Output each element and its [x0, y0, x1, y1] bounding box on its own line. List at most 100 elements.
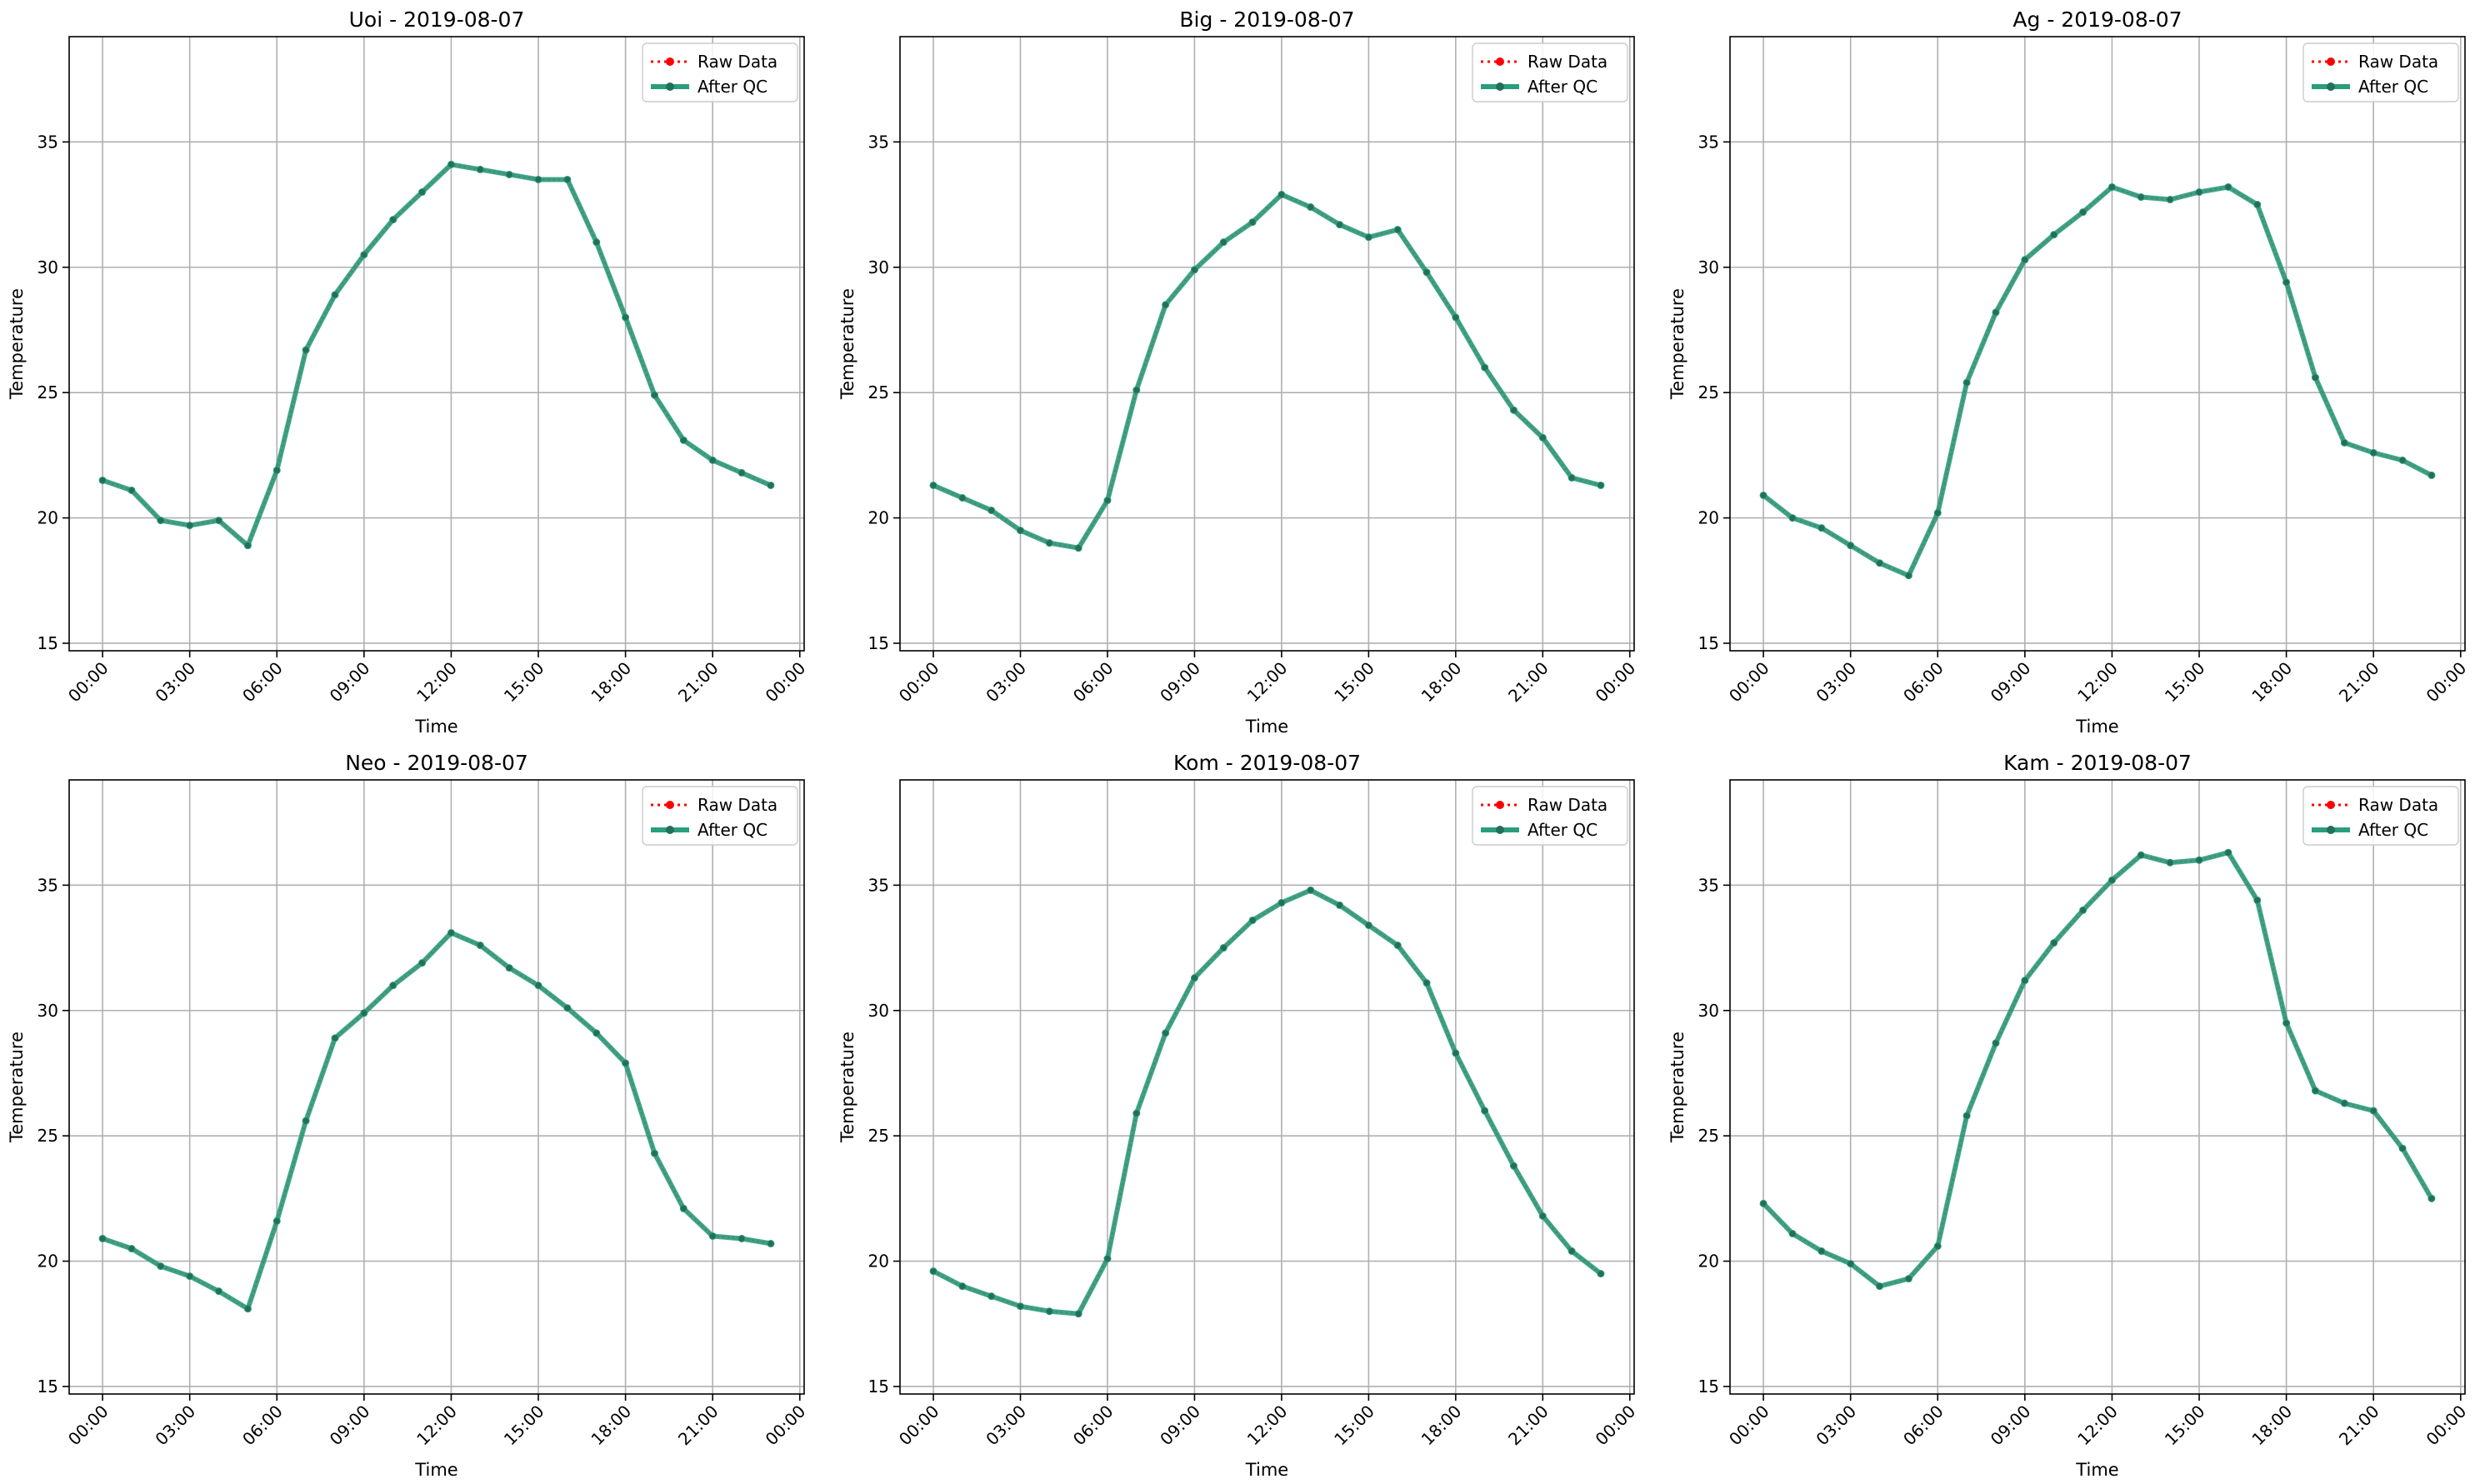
after-qc-marker: [2108, 877, 2115, 883]
after-qc-marker: [1818, 525, 1825, 532]
x-tick-label: 09:00: [1156, 658, 1204, 707]
after-qc-marker: [390, 217, 397, 223]
after-qc-marker: [1992, 1040, 1999, 1047]
subplot-title: Ag - 2019-08-07: [2012, 7, 2182, 32]
y-tick-label: 35: [868, 875, 889, 895]
after-qc-marker: [506, 171, 512, 177]
y-tick-label: 25: [1698, 1126, 1719, 1146]
series-after-qc-line: [932, 192, 1602, 551]
after-qc-marker: [2167, 197, 2173, 203]
after-qc-marker: [1934, 1243, 1941, 1250]
y-tick-label: 25: [1698, 382, 1719, 402]
y-tick-label: 20: [38, 1252, 58, 1272]
after-qc-marker: [622, 314, 629, 321]
after-qc-marker: [1963, 379, 1970, 386]
x-tick-label: 06:00: [238, 658, 287, 707]
legend: Raw Data After QC: [2302, 42, 2459, 102]
x-tick-label: 09:00: [1156, 1402, 1204, 1450]
after-qc-marker: [2167, 859, 2173, 866]
after-qc-marker: [244, 542, 251, 549]
x-tick-label: 18:00: [1418, 1402, 1466, 1450]
after-qc-marker: [1162, 302, 1169, 308]
after-qc-marker: [2138, 194, 2144, 201]
after-qc-marker: [593, 1030, 600, 1037]
after-qc-marker: [2283, 279, 2290, 286]
legend: Raw Data After QC: [1472, 42, 1628, 102]
after-qc-marker: [273, 467, 280, 473]
legend: Raw Data After QC: [642, 786, 798, 846]
after-qc-marker: [2225, 849, 2232, 856]
x-axis-label: Time: [414, 1460, 458, 1480]
x-tick-label: 00:00: [1592, 1402, 1640, 1450]
after-qc-marker: [768, 482, 774, 488]
y-tick-label: 35: [38, 132, 58, 152]
x-tick-label: 00:00: [2422, 1402, 2471, 1450]
x-tick-label: 00:00: [895, 658, 943, 707]
after-qc-marker: [1365, 922, 1372, 928]
after-qc-marker: [128, 487, 135, 493]
after-qc-marker: [1249, 917, 1256, 923]
x-tick-label: 03:00: [151, 1402, 199, 1450]
x-tick-label: 12:00: [2073, 658, 2122, 707]
y-tick-label: 15: [1698, 1377, 1719, 1397]
after-qc-marker: [1452, 314, 1459, 321]
y-tick-label: 35: [1698, 875, 1719, 895]
after-qc-marker: [1568, 1248, 1575, 1255]
after-qc-marker: [1191, 975, 1198, 982]
after-qc-marker: [930, 1268, 937, 1275]
after-qc-marker: [1308, 204, 1314, 211]
x-tick-label: 00:00: [1725, 1402, 1773, 1450]
series-raw-data-line: [102, 163, 772, 547]
after-qc-marker: [1337, 902, 1343, 908]
after-qc-marker: [2080, 907, 2087, 913]
after-qc-marker: [361, 1010, 368, 1017]
x-tick-label: 18:00: [2248, 658, 2296, 707]
after-qc-marker: [1877, 1283, 1883, 1290]
series-raw-data-line: [102, 932, 772, 1311]
after-qc-marker: [1905, 572, 1912, 579]
y-tick-label: 30: [1698, 1001, 1719, 1021]
after-qc-marker: [99, 477, 106, 483]
after-qc-marker: [1394, 942, 1401, 949]
after-qc-marker: [2341, 1100, 2348, 1107]
after-qc-marker: [1905, 1276, 1912, 1282]
series-after-qc-overlay: [1762, 850, 2433, 1288]
legend-qc-label: After QC: [2358, 820, 2428, 840]
y-tick-label: 30: [1698, 257, 1719, 277]
after-qc-marker: [332, 292, 338, 298]
x-axis-label: Time: [2075, 1460, 2118, 1480]
x-tick-label: 00:00: [762, 658, 810, 707]
x-axis-label: Time: [2075, 717, 2118, 737]
after-qc-marker: [1568, 474, 1575, 481]
y-axis-label: Temperature: [838, 288, 858, 400]
legend-qc-marker: [666, 826, 674, 834]
after-qc-marker: [419, 189, 426, 196]
after-qc-marker: [535, 982, 542, 989]
x-tick-label: 09:00: [326, 1402, 374, 1450]
y-tick-label: 30: [868, 257, 889, 277]
after-qc-marker: [1539, 434, 1546, 441]
x-tick-label: 18:00: [1418, 658, 1466, 707]
axes-frame: [68, 779, 805, 1395]
after-qc-marker: [1104, 1256, 1111, 1262]
y-axis-label: Temperature: [1668, 288, 1688, 400]
grid: [900, 780, 1634, 1394]
legend-raw-marker: [666, 57, 674, 66]
after-qc-marker: [680, 437, 687, 443]
y-tick-label: 20: [868, 508, 889, 528]
series-after-qc-line: [932, 887, 1602, 1317]
x-tick-label: 15:00: [1330, 1402, 1378, 1450]
subplot-1: 00:00 03:00 06:00 09:00 12:00 15:00 18:00 21:00…: [7, 7, 809, 737]
after-qc-marker: [680, 1205, 687, 1212]
after-qc-marker: [1162, 1030, 1169, 1037]
grid: [900, 37, 1634, 651]
x-tick-label: 00:00: [1592, 658, 1640, 707]
after-qc-marker: [2312, 374, 2318, 381]
after-qc-marker: [158, 1263, 164, 1270]
x-tick-label: 21:00: [1504, 658, 1552, 707]
grid: [1730, 37, 2465, 651]
after-qc-marker: [1018, 1303, 1024, 1310]
x-tick-label: 09:00: [1987, 1402, 2035, 1450]
after-qc-marker: [1249, 219, 1256, 226]
y-tick-label: 35: [1698, 132, 1719, 152]
